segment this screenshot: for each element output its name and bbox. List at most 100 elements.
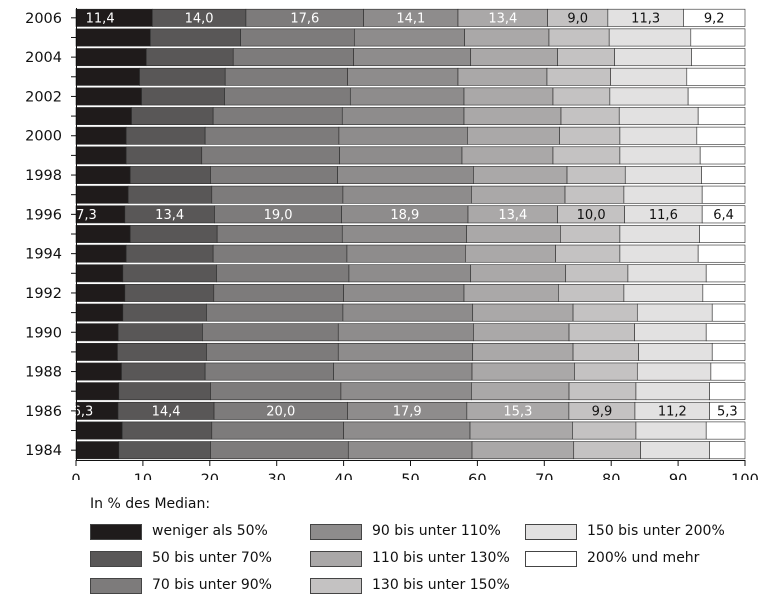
bar-segment-2002-s1	[75, 87, 142, 106]
bar-segment-1984-s8	[709, 441, 746, 460]
bar-segment-1992-s6	[558, 284, 625, 302]
data-label-1996-s2: 13,4	[155, 208, 184, 223]
bar-segment-1998-s4	[337, 166, 474, 184]
bar-segment-1994-s4	[346, 244, 466, 263]
bar-segment-1988-s5	[471, 362, 575, 381]
bar-segment-2001-s7	[618, 107, 699, 126]
x-tick-label: 80	[602, 472, 620, 480]
legend-label: weniger als 50%	[152, 523, 268, 539]
bar-segment-2002-s8	[687, 87, 746, 106]
bar-segment-1984-s7	[640, 441, 710, 460]
bar-segment-1995-s2	[129, 225, 218, 243]
bar-segment-1985-s6	[572, 421, 637, 440]
bar-segment-1984-s3	[210, 441, 349, 460]
bar-segment-1985-s1	[75, 421, 123, 440]
legend-swatch	[525, 524, 577, 540]
bar-segment-1989-s3	[206, 342, 339, 361]
legend-title: In % des Median:	[90, 496, 211, 512]
legend-swatch	[310, 524, 362, 540]
bar-segment-2003-s6	[546, 67, 611, 86]
bar-segment-1999-s7	[619, 146, 701, 165]
bar-segment-1987-s1	[75, 382, 120, 401]
bar-segment-1991-s1	[75, 303, 124, 322]
bar-segment-1992-s1	[75, 284, 126, 302]
data-label-1986-s4: 17,9	[393, 404, 422, 419]
bar-segment-2003-s1	[75, 67, 140, 86]
bar-segment-1995-s4	[341, 225, 467, 243]
data-label-2006-s2: 14,0	[185, 11, 214, 26]
bar-segment-2000-s6	[559, 126, 621, 145]
bar-segment-1991-s5	[472, 303, 574, 322]
data-label-2006-s5: 13,4	[488, 11, 517, 26]
x-tick-label: 30	[267, 472, 285, 480]
data-label-1996-s7: 11,6	[649, 208, 678, 223]
bar-segment-1988-s8	[710, 362, 746, 381]
bar-segment-1988-s4	[333, 362, 473, 381]
bar-segment-1989-s4	[337, 342, 474, 361]
bar-segment-1988-s6	[574, 362, 638, 381]
bar-segment-1988-s3	[204, 362, 334, 381]
bar-segment-1994-s3	[212, 244, 348, 263]
axes-group: 0 10 20 30 40 50 60 70 80 90 100 2006 2004 2002 2000 19…	[25, 8, 759, 480]
bar-segment-1985-s8	[705, 421, 746, 440]
bar-segment-1984-s4	[347, 441, 473, 460]
x-tick-label: 90	[669, 472, 687, 480]
bar-segment-1992-s2	[124, 284, 215, 302]
bar-segment-2002-s7	[609, 87, 689, 106]
bar-segment-1991-s6	[572, 303, 638, 322]
data-label-2006-s1: 11,4	[86, 11, 115, 26]
bar-segment-1993-s3	[216, 264, 350, 283]
data-label-1986-s2: 14,4	[152, 404, 181, 419]
y-tick-label: 1992	[25, 286, 62, 302]
legend-swatch	[310, 578, 362, 594]
bar-segment-1993-s2	[122, 264, 217, 283]
y-tick-label: 1986	[25, 404, 62, 420]
bar-segment-2001-s1	[75, 107, 132, 126]
data-label-1996-s3: 19,0	[264, 208, 293, 223]
bar-segment-2005-s6	[548, 28, 610, 47]
x-tick-label: 20	[201, 472, 219, 480]
bar-segment-1998-s2	[129, 166, 211, 184]
bar-segment-1994-s2	[125, 244, 214, 263]
bar-segment-2002-s3	[224, 87, 351, 106]
x-tick-label: 40	[334, 472, 352, 480]
bar-segment-1994-s5	[465, 244, 556, 263]
bar-segment-1997-s5	[471, 185, 566, 204]
bar-segment-1991-s2	[122, 303, 207, 322]
bar-segment-2001-s5	[463, 107, 562, 126]
bar-segment-1992-s8	[702, 284, 746, 302]
bar-segment-2003-s7	[610, 67, 688, 86]
bar-segment-1993-s1	[75, 264, 124, 283]
bar-segment-1985-s5	[469, 421, 573, 440]
bar-segment-1993-s8	[705, 264, 746, 283]
data-label-1986-s1: 6,3	[73, 404, 94, 419]
bar-segment-2005-s3	[240, 28, 355, 47]
bar-segment-1984-s2	[118, 441, 211, 460]
data-label-1986-s6: 9,9	[592, 404, 613, 419]
bar-segment-1991-s3	[206, 303, 344, 322]
bar-segment-1985-s4	[343, 421, 471, 440]
bar-segment-2000-s3	[204, 126, 340, 145]
bar-segment-1989-s1	[75, 342, 118, 361]
bar-segment-1998-s1	[75, 166, 131, 184]
x-tick-label: 100	[731, 472, 759, 480]
bar-segment-1998-s6	[566, 166, 626, 184]
y-tick-label: 1996	[25, 207, 62, 223]
bar-segment-1998-s8	[701, 166, 746, 184]
bar-segment-2005-s7	[608, 28, 692, 47]
y-tick-label: 2006	[25, 11, 62, 27]
legend-swatch	[90, 578, 142, 594]
bar-segment-1994-s1	[75, 244, 127, 263]
bar-segment-1995-s6	[560, 225, 621, 243]
legend-swatch	[310, 551, 362, 567]
bar-segment-1998-s5	[473, 166, 568, 184]
y-tick-label: 1984	[25, 443, 62, 459]
legend-label: 70 bis unter 90%	[152, 577, 272, 593]
bar-segment-1991-s4	[342, 303, 474, 322]
bar-segment-1993-s5	[470, 264, 567, 283]
bar-segment-2003-s5	[457, 67, 548, 86]
bar-segment-1990-s4	[337, 323, 474, 342]
bar-segment-1990-s5	[473, 323, 570, 342]
bar-segment-2003-s3	[224, 67, 348, 86]
bar-segment-1992-s7	[623, 284, 704, 302]
